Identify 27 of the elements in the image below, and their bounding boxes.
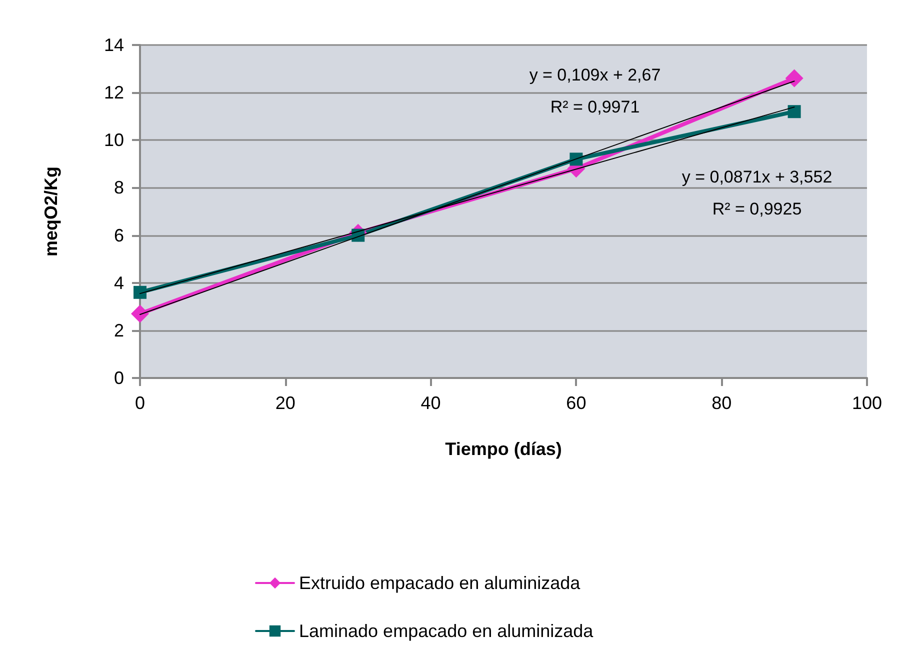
point (570, 152, 583, 166)
y-tick-label: 10 (104, 130, 124, 150)
x-tick-label: 100 (852, 393, 882, 413)
y-tick-label: 12 (104, 82, 124, 103)
x-tick-label: 0 (134, 393, 146, 413)
annotation: R² = 0,9971 (550, 98, 640, 116)
y-tick-label: 4 (114, 272, 124, 293)
legend-label: Laminado empacado en aluminizada (299, 621, 594, 641)
point (131, 304, 149, 323)
annotation: R² = 0,9925 (712, 200, 802, 218)
point (134, 286, 146, 299)
legend-label: Extruido empacado en aluminizada (299, 573, 582, 593)
y-tick-label: 2 (114, 320, 124, 340)
annotation: y = 0,109x + 2,67 (529, 66, 661, 84)
y-tick-label: 6 (114, 225, 124, 246)
y-axis-title: meqO2/Kg (41, 166, 61, 257)
y-tick-label: 0 (114, 368, 124, 388)
x-tick-label: 20 (275, 393, 296, 413)
y-tick-label: 8 (114, 178, 124, 198)
x-tick-label: 80 (712, 393, 732, 413)
point (785, 69, 804, 88)
annotation: y = 0,0871x + 3,552 (682, 168, 832, 186)
point (788, 105, 801, 118)
x-tick-label: 40 (420, 393, 441, 413)
x-axis-title: Tiempo (días) (445, 439, 562, 459)
x-tick-label: 60 (566, 393, 586, 413)
y-tick-label: 14 (104, 35, 124, 55)
